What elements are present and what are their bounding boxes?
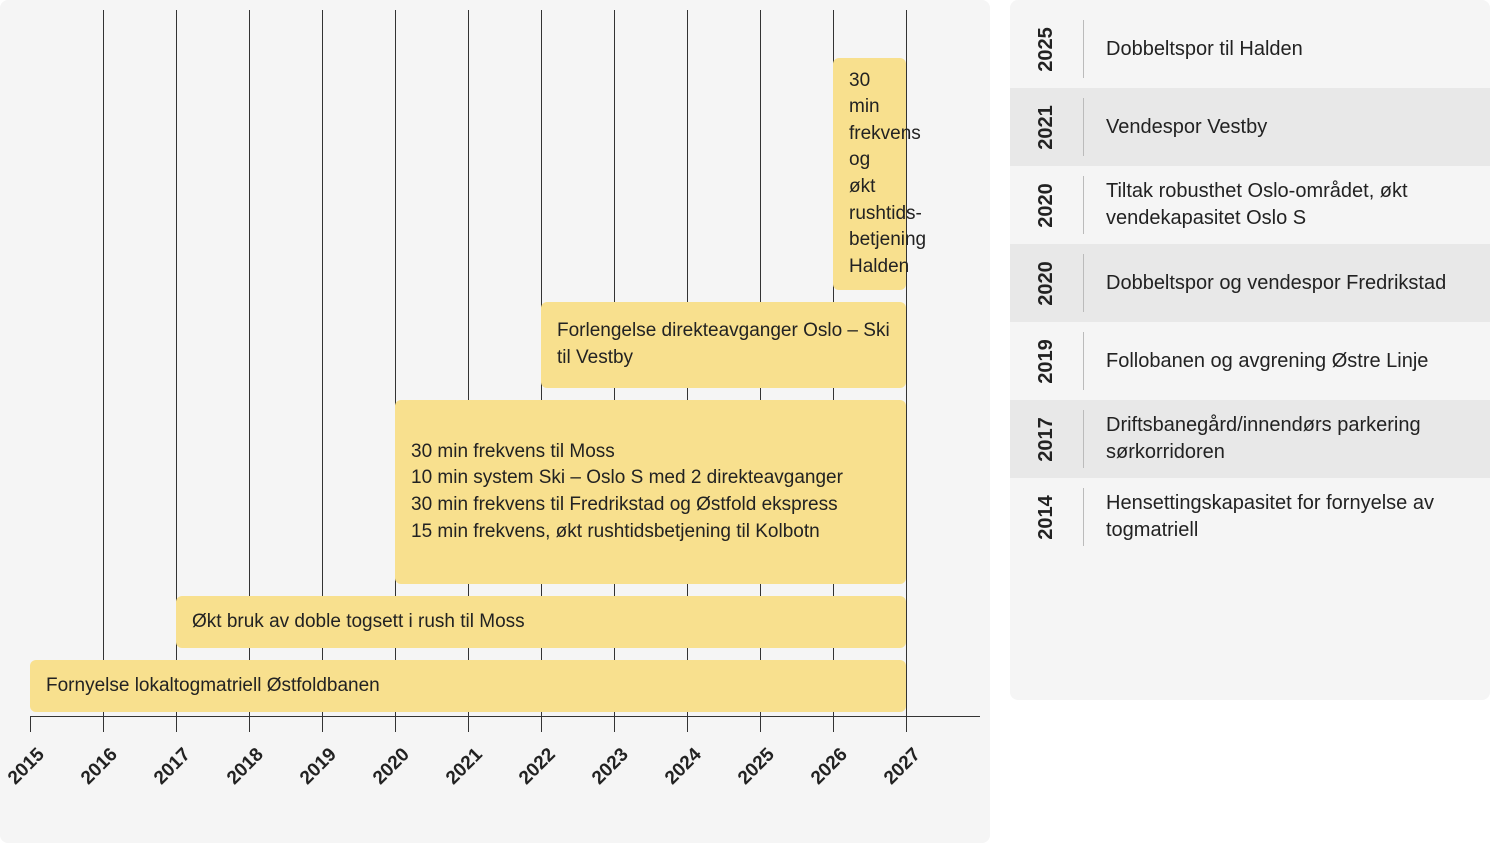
axis-year-label: 2021 bbox=[442, 744, 487, 789]
axis-year-label: 2020 bbox=[369, 744, 414, 789]
timeline-bar-text: Forlengelse direkteavganger Oslo – Ski t… bbox=[557, 318, 890, 371]
axis-year-label: 2024 bbox=[661, 744, 706, 789]
list-year-label: 2014 bbox=[1035, 495, 1058, 540]
timeline-bar: Fornyelse lokaltogmatriell Østfoldbanen bbox=[30, 660, 906, 712]
axis-tick bbox=[541, 716, 542, 732]
axis-tick bbox=[395, 716, 396, 732]
timeline-bar-text: 15 min frekvens, økt rushtidsbetjening t… bbox=[411, 519, 890, 546]
axis-tick bbox=[833, 716, 834, 732]
list-year-label: 2020 bbox=[1035, 261, 1058, 306]
list-row: 2019 Follobanen og avgrening Østre Linje bbox=[1010, 322, 1490, 400]
axis-year-label: 2016 bbox=[77, 744, 122, 789]
timeline-bar-text: 30 min bbox=[849, 68, 890, 121]
axis-tick bbox=[30, 716, 31, 732]
list-year-cell: 2020 bbox=[1010, 176, 1084, 234]
chart-plot-area: 2015 2016 2017 2018 2019 2020 2021 2022 2023 2024… bbox=[0, 0, 990, 843]
axis-tick bbox=[687, 716, 688, 732]
list-row: 2020 Tiltak robusthet Oslo-området, økt v… bbox=[1010, 166, 1490, 244]
axis-year-label: 2015 bbox=[4, 744, 49, 789]
axis-tick bbox=[760, 716, 761, 732]
axis-year-label: 2025 bbox=[734, 744, 779, 789]
list-year-label: 2025 bbox=[1035, 27, 1058, 72]
list-row: 2020 Dobbeltspor og vendespor Fredrikstad bbox=[1010, 244, 1490, 322]
axis-baseline bbox=[30, 716, 980, 717]
list-year-label: 2019 bbox=[1035, 339, 1058, 384]
list-year-cell: 2021 bbox=[1010, 98, 1084, 156]
timeline-bar: Økt bruk av doble togsett i rush til Mos… bbox=[176, 596, 906, 648]
list-item-text: Tiltak robusthet Oslo-området, økt vende… bbox=[1084, 176, 1466, 234]
gridline bbox=[103, 10, 104, 716]
list-year-cell: 2014 bbox=[1010, 488, 1084, 546]
timeline-bar-text: 30 min frekvens til Fredrikstad og Østfo… bbox=[411, 492, 890, 519]
list-row: 2025 Dobbeltspor til Halden bbox=[1010, 10, 1490, 88]
list-item-text: Hensettingskapasitet for fornyelse av to… bbox=[1084, 488, 1466, 546]
timeline-bar-text: og økt bbox=[849, 147, 890, 200]
list-item-text: Vendespor Vestby bbox=[1084, 98, 1466, 156]
axis-year-label: 2023 bbox=[588, 744, 633, 789]
gridline bbox=[906, 10, 907, 716]
timeline-bar-text: Økt bruk av doble togsett i rush til Mos… bbox=[192, 609, 890, 636]
list-item-text: Driftsbanegård/innendørs parkering sørko… bbox=[1084, 410, 1466, 468]
axis-year-label: 2022 bbox=[515, 744, 560, 789]
axis-tick bbox=[614, 716, 615, 732]
list-year-label: 2017 bbox=[1035, 417, 1058, 462]
list-year-cell: 2020 bbox=[1010, 254, 1084, 312]
timeline-bar-text: 10 min system Ski – Oslo S med 2 direkte… bbox=[411, 465, 890, 492]
list-item-text: Dobbeltspor og vendespor Fredrikstad bbox=[1084, 254, 1466, 312]
axis-tick bbox=[906, 716, 907, 732]
axis-year-label: 2027 bbox=[880, 744, 925, 789]
list-row: 2021 Vendespor Vestby bbox=[1010, 88, 1490, 166]
timeline-bar-text: Halden bbox=[849, 254, 890, 281]
axis-year-label: 2026 bbox=[807, 744, 852, 789]
list-item-text: Dobbeltspor til Halden bbox=[1084, 20, 1466, 78]
axis-year-label: 2018 bbox=[223, 744, 268, 789]
timeline-bar-text: Fornyelse lokaltogmatriell Østfoldbanen bbox=[46, 673, 890, 700]
list-year-cell: 2025 bbox=[1010, 20, 1084, 78]
axis-tick bbox=[249, 716, 250, 732]
list-year-label: 2021 bbox=[1035, 105, 1058, 150]
axis-year-label: 2017 bbox=[150, 744, 195, 789]
axis-year-label: 2019 bbox=[296, 744, 341, 789]
timeline-bar: 30 minfrekvensog øktrushtids-betjeningHa… bbox=[833, 58, 906, 290]
timeline-bar-text: betjening bbox=[849, 227, 890, 254]
timeline-bar-text: rushtids- bbox=[849, 201, 890, 228]
list-row: 2014 Hensettingskapasitet for fornyelse a… bbox=[1010, 478, 1490, 556]
axis-tick bbox=[176, 716, 177, 732]
axis-tick bbox=[322, 716, 323, 732]
year-list-panel: 2025 Dobbeltspor til Halden 2021 Vendespor … bbox=[1010, 0, 1490, 700]
timeline-bar: Forlengelse direkteavganger Oslo – Ski t… bbox=[541, 302, 906, 388]
list-year-cell: 2017 bbox=[1010, 410, 1084, 468]
axis-tick bbox=[103, 716, 104, 732]
list-year-label: 2020 bbox=[1035, 183, 1058, 228]
list-item-text: Follobanen og avgrening Østre Linje bbox=[1084, 332, 1466, 390]
timeline-bar: 30 min frekvens til Moss10 min system Sk… bbox=[395, 400, 906, 584]
timeline-bar-text: 30 min frekvens til Moss bbox=[411, 439, 890, 466]
list-row: 2017 Driftsbanegård/innendørs parkering s… bbox=[1010, 400, 1490, 478]
timeline-chart: 2015 2016 2017 2018 2019 2020 2021 2022 2023 2024… bbox=[0, 0, 990, 843]
list-year-cell: 2019 bbox=[1010, 332, 1084, 390]
timeline-bar-text: frekvens bbox=[849, 121, 890, 148]
axis-tick bbox=[468, 716, 469, 732]
